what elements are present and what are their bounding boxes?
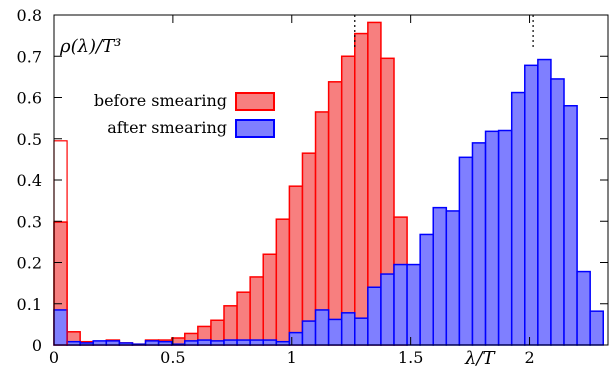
reference-lines [354, 15, 534, 48]
x-tick-label: 0.5 [160, 348, 185, 367]
after-bar [406, 263, 421, 346]
before-bar [354, 32, 369, 346]
after-bar [53, 309, 68, 346]
after-bar [524, 64, 539, 346]
after-bar [510, 91, 526, 346]
after-bar [314, 309, 330, 346]
y-tick-label: 0.2 [17, 254, 42, 273]
after-bar [92, 340, 108, 346]
legend-swatch-before [235, 92, 275, 111]
after-bar [236, 339, 251, 346]
before-bar [288, 185, 304, 346]
after-bar [458, 156, 474, 346]
x-tick-label: 1.5 [398, 348, 423, 367]
after-bar [537, 58, 552, 346]
legend-swatch-after [235, 119, 275, 138]
after-bar [327, 318, 343, 346]
y-tick-label: 0.1 [17, 295, 42, 314]
after-bar [445, 210, 461, 346]
legend: before smearing after smearing [94, 91, 275, 138]
before-bar [275, 218, 291, 346]
y-tick-label: 0 [32, 336, 42, 355]
before-bar [327, 81, 343, 346]
before-bar [301, 152, 317, 346]
axis-ticks [53, 14, 608, 346]
after-bar [432, 206, 448, 346]
y-tick-label: 0.8 [17, 6, 42, 25]
after-bar [223, 339, 238, 346]
after-bar [184, 340, 199, 346]
before-bar [249, 276, 264, 346]
before-bar [236, 291, 251, 346]
after-bar [576, 270, 591, 346]
y-tick-label: 0.4 [17, 171, 42, 190]
after-bar [497, 129, 513, 346]
after-bar [210, 340, 225, 346]
after-bar [367, 286, 382, 346]
after-bar [419, 233, 434, 346]
after-bar [105, 340, 121, 346]
legend-label-before: before smearing [94, 91, 227, 110]
after-bar [301, 320, 317, 346]
after-bar [393, 263, 408, 346]
y-tick-label: 0.6 [17, 89, 42, 108]
before-bar [223, 305, 238, 346]
legend-label-after: after smearing [107, 118, 227, 137]
after-bar [262, 339, 278, 346]
before-bar [340, 55, 356, 346]
x-tick-label: 0 [49, 348, 59, 367]
after-bar [354, 317, 369, 346]
x-tick-label: 1 [287, 348, 297, 367]
x-tick-label: 2 [524, 348, 534, 367]
after-bar [249, 339, 264, 346]
after-bar [589, 310, 604, 346]
after-bar [471, 142, 487, 346]
y-tick-label: 0.7 [17, 47, 42, 66]
after-bar [563, 105, 578, 346]
tick-labels: 0 0.5 1 1.5 2 0 0.1 0.2 0.3 0.4 0.5 0.6 0.7 0.8 [17, 6, 535, 367]
after-bar [197, 339, 212, 346]
before-smearing-bars [53, 21, 408, 346]
after-bar [340, 312, 356, 346]
after-bar [380, 273, 395, 346]
y-axis-title: ρ(λ)/T³ [59, 36, 121, 57]
y-tick-label: 0.3 [17, 212, 42, 231]
after-bar [484, 130, 500, 346]
x-axis-title: λ/T [464, 348, 496, 369]
after-smearing-bars [53, 58, 604, 346]
y-tick-label: 0.5 [17, 130, 42, 149]
before-bar [262, 253, 278, 346]
after-bar [550, 78, 565, 346]
after-bar [144, 340, 160, 346]
